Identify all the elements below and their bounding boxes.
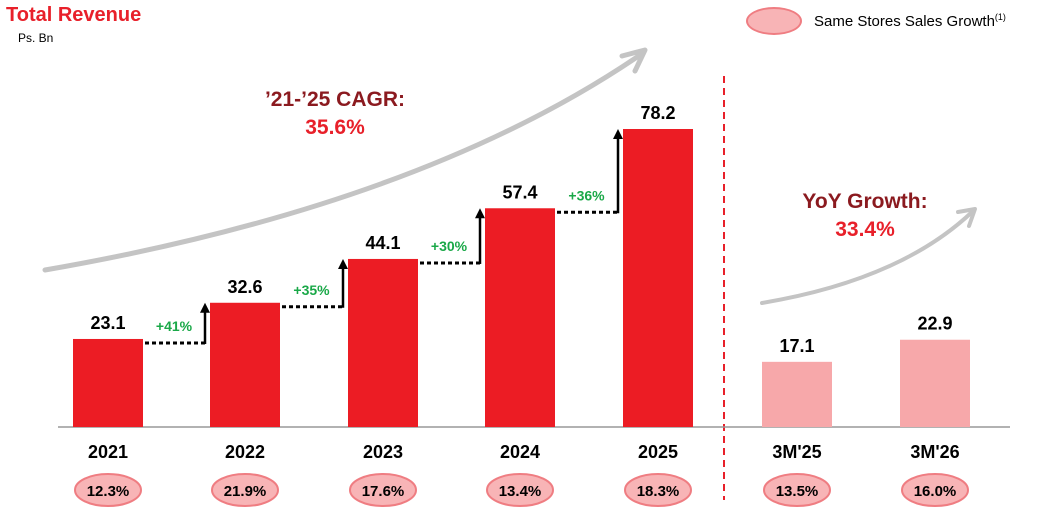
sssg-value: 13.5% xyxy=(776,483,819,500)
x-tick-label: 3M'26 xyxy=(910,442,959,462)
bar-2025 xyxy=(623,129,693,427)
legend-swatch xyxy=(746,7,802,35)
bar-value-label: 57.4 xyxy=(502,182,537,202)
legend: Same Stores Sales Growth(1) xyxy=(746,6,1006,36)
sssg-value: 13.4% xyxy=(499,483,542,500)
bar-value-label: 44.1 xyxy=(365,233,400,253)
cagr-value: 35.6% xyxy=(305,116,365,139)
growth-step-label: +41% xyxy=(156,318,193,334)
sssg-value: 21.9% xyxy=(224,483,267,500)
sssg-badge xyxy=(486,473,554,507)
sssg-value: 12.3% xyxy=(87,483,130,500)
x-tick-label: 2025 xyxy=(638,442,678,462)
bar-value-label: 32.6 xyxy=(227,277,262,297)
sssg-value: 16.0% xyxy=(914,483,957,500)
x-tick-label: 2021 xyxy=(88,442,128,462)
sssg-badge xyxy=(624,473,692,507)
growth-step-arrow-head xyxy=(475,208,485,219)
growth-step-arrow-head xyxy=(338,258,348,269)
cagr-trend-arrow-head xyxy=(619,47,648,74)
x-tick-label: 2024 xyxy=(500,442,540,462)
sssg-badge xyxy=(349,473,417,507)
x-tick-label: 3M'25 xyxy=(772,442,821,462)
bar-2021 xyxy=(73,338,143,427)
cagr-label: ’21-’25 CAGR: xyxy=(264,88,406,111)
bar-value-label: 78.2 xyxy=(640,103,675,123)
bar-value-label: 17.1 xyxy=(779,336,814,356)
growth-step-label: +35% xyxy=(293,282,330,298)
yoy-trend-arrow xyxy=(760,210,974,305)
sssg-badge xyxy=(211,473,279,507)
bar-2022 xyxy=(210,302,280,427)
cagr-trend-arrow xyxy=(42,52,643,273)
growth-step-arrow-head xyxy=(200,302,210,313)
bar-2024 xyxy=(485,208,555,427)
sssg-value: 18.3% xyxy=(637,483,680,500)
chart-title: Total Revenue xyxy=(6,4,142,26)
yoy-trend-arrow-head xyxy=(956,207,977,228)
bar-value-label: 22.9 xyxy=(917,314,952,334)
growth-step-arrow-head xyxy=(613,129,623,139)
x-tick-label: 2022 xyxy=(225,442,265,462)
growth-step-label: +30% xyxy=(431,238,468,254)
yoy-growth-value: 33.4% xyxy=(835,218,895,241)
legend-label: Same Stores Sales Growth(1) xyxy=(814,12,1006,30)
growth-step-label: +36% xyxy=(568,187,605,203)
x-tick-label: 2023 xyxy=(363,442,403,462)
bar-2023 xyxy=(348,258,418,427)
bar-3M'25 xyxy=(762,361,832,427)
sssg-badge xyxy=(763,473,831,507)
sssg-badge xyxy=(74,473,142,507)
bar-value-label: 23.1 xyxy=(90,313,125,333)
chart-unit-label: Ps. Bn xyxy=(18,31,54,45)
bar-3M'26 xyxy=(900,339,970,427)
sssg-value: 17.6% xyxy=(362,483,405,500)
yoy-growth-label: YoY Growth: xyxy=(802,190,928,213)
sssg-badge xyxy=(901,473,969,507)
